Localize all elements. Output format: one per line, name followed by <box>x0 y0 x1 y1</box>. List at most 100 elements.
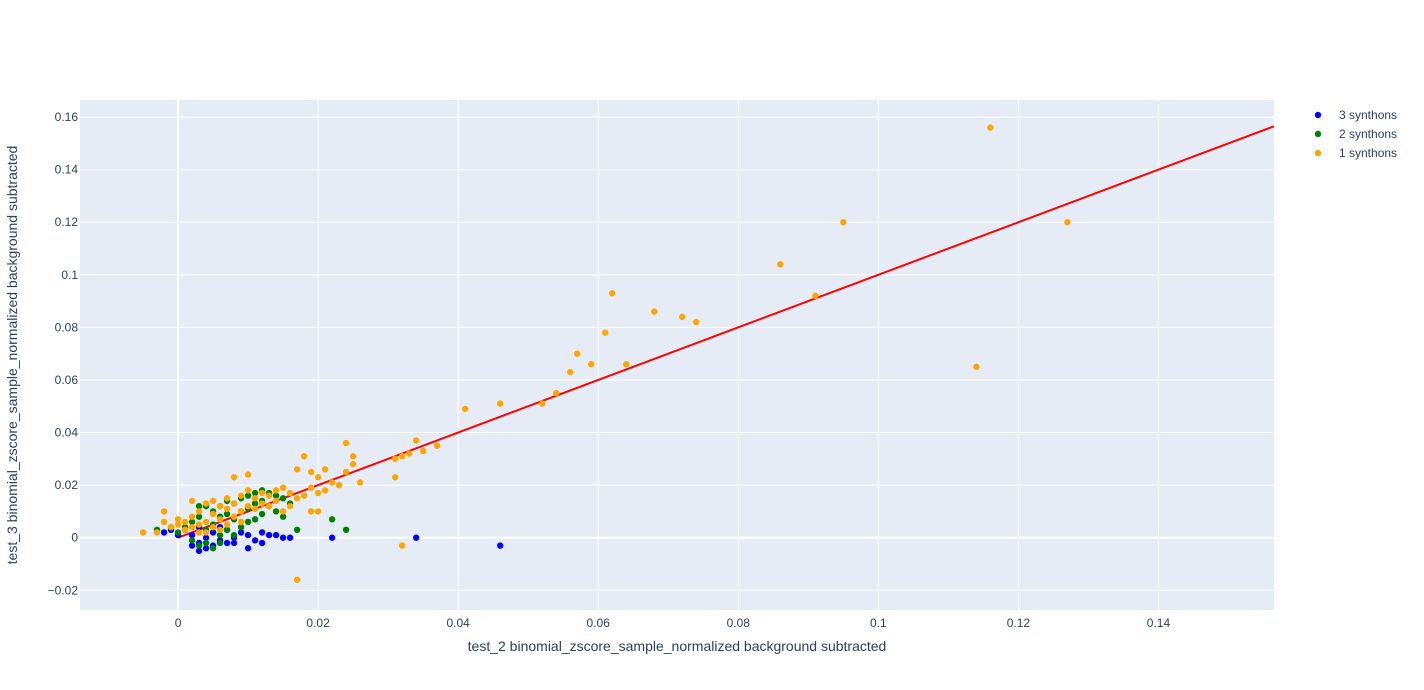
data-point <box>244 492 252 499</box>
data-point <box>258 500 266 507</box>
y-tick-label: 0.16 <box>55 110 79 124</box>
data-point <box>973 363 980 371</box>
data-point <box>160 508 168 515</box>
data-point <box>160 529 168 536</box>
data-point <box>321 466 329 473</box>
y-tick-label: 0.14 <box>55 163 79 177</box>
data-point <box>405 450 413 457</box>
data-point <box>293 526 301 534</box>
x-tick-label: 0.12 <box>1007 616 1031 630</box>
data-point <box>181 518 189 526</box>
data-point <box>314 474 322 481</box>
data-point <box>286 502 294 510</box>
data-point <box>174 516 182 523</box>
data-point <box>349 453 357 460</box>
x-axis-ticks: 0 0.02 0.04 0.06 0.08 0.1 0.12 0.14 <box>175 616 1171 630</box>
data-point <box>258 539 266 547</box>
data-point <box>300 453 308 460</box>
data-point <box>293 466 301 473</box>
data-point <box>188 518 196 526</box>
legend-marker <box>1314 149 1322 157</box>
data-point <box>209 523 217 531</box>
legend-item[interactable]: 2 synthons <box>1314 127 1397 141</box>
data-point <box>602 329 609 336</box>
y-tick-label: 0 <box>71 531 78 545</box>
data-point <box>230 500 238 507</box>
legend-label: 3 synthons <box>1339 108 1397 122</box>
data-point <box>987 124 994 131</box>
data-point <box>391 455 399 463</box>
data-point <box>693 318 700 326</box>
y-tick-label: 0.08 <box>55 320 79 334</box>
data-point <box>840 219 847 226</box>
data-point <box>279 513 287 520</box>
data-point <box>356 479 364 486</box>
y-tick-label: 0.1 <box>61 268 78 282</box>
data-point <box>202 500 210 507</box>
data-point <box>202 539 210 547</box>
data-point <box>244 545 252 552</box>
data-point <box>279 495 287 502</box>
data-point <box>244 531 252 539</box>
data-point <box>623 361 630 368</box>
data-point <box>237 518 245 526</box>
data-point <box>293 576 301 583</box>
data-point <box>251 537 259 544</box>
legend-item[interactable]: 3 synthons <box>1314 108 1397 122</box>
grid-lines <box>80 100 1274 610</box>
data-point <box>328 534 336 541</box>
data-point <box>195 521 203 528</box>
data-point <box>216 531 224 539</box>
series-3 <box>139 124 1071 583</box>
data-point <box>188 531 196 539</box>
x-tick-label: 0.1 <box>870 616 887 630</box>
data-point <box>651 308 658 315</box>
data-point <box>230 474 238 481</box>
y-tick-label: 0.02 <box>55 478 79 492</box>
data-point <box>588 361 595 368</box>
data-point <box>202 534 210 541</box>
data-point <box>279 484 287 491</box>
data-point <box>223 510 231 518</box>
data-point <box>567 368 574 376</box>
data-point <box>202 529 210 536</box>
data-point <box>244 518 252 526</box>
x-tick-label: 0.02 <box>306 616 330 630</box>
data-point <box>251 516 259 523</box>
data-point <box>223 495 231 502</box>
data-point <box>230 539 238 547</box>
data-point <box>195 502 203 510</box>
data-point <box>223 505 231 512</box>
data-point <box>174 521 182 528</box>
data-point <box>202 518 210 526</box>
data-point <box>153 529 161 536</box>
y-axis-ticks: −0.02 0 0.02 0.04 0.06 0.08 0.1 0.12 0.14 0.16 <box>48 110 79 597</box>
legend-label: 1 synthons <box>1339 146 1397 160</box>
data-point <box>342 468 350 476</box>
data-point <box>223 539 231 547</box>
y-tick-label: 0.12 <box>55 215 79 229</box>
data-point <box>188 513 196 520</box>
x-tick-label: 0.04 <box>446 616 470 630</box>
data-point <box>398 542 406 549</box>
data-point <box>230 531 238 539</box>
data-point <box>328 479 336 486</box>
data-point <box>188 542 196 549</box>
x-tick-label: 0.06 <box>587 616 611 630</box>
fit-line <box>177 125 1275 539</box>
data-point <box>216 526 224 534</box>
plot-background <box>80 100 1274 610</box>
y-tick-label: −0.02 <box>48 583 79 597</box>
data-point <box>251 500 259 507</box>
data-point <box>174 529 182 536</box>
data-point <box>307 508 315 515</box>
data-point <box>223 521 231 528</box>
legend[interactable]: 3 synthons 2 synthons 1 synthons <box>1314 108 1397 160</box>
legend-item[interactable]: 1 synthons <box>1314 146 1397 160</box>
data-point <box>195 513 203 520</box>
data-point <box>265 531 273 539</box>
data-point <box>188 497 196 505</box>
data-point <box>237 529 245 536</box>
legend-marker <box>1314 130 1322 138</box>
data-point <box>419 447 427 455</box>
